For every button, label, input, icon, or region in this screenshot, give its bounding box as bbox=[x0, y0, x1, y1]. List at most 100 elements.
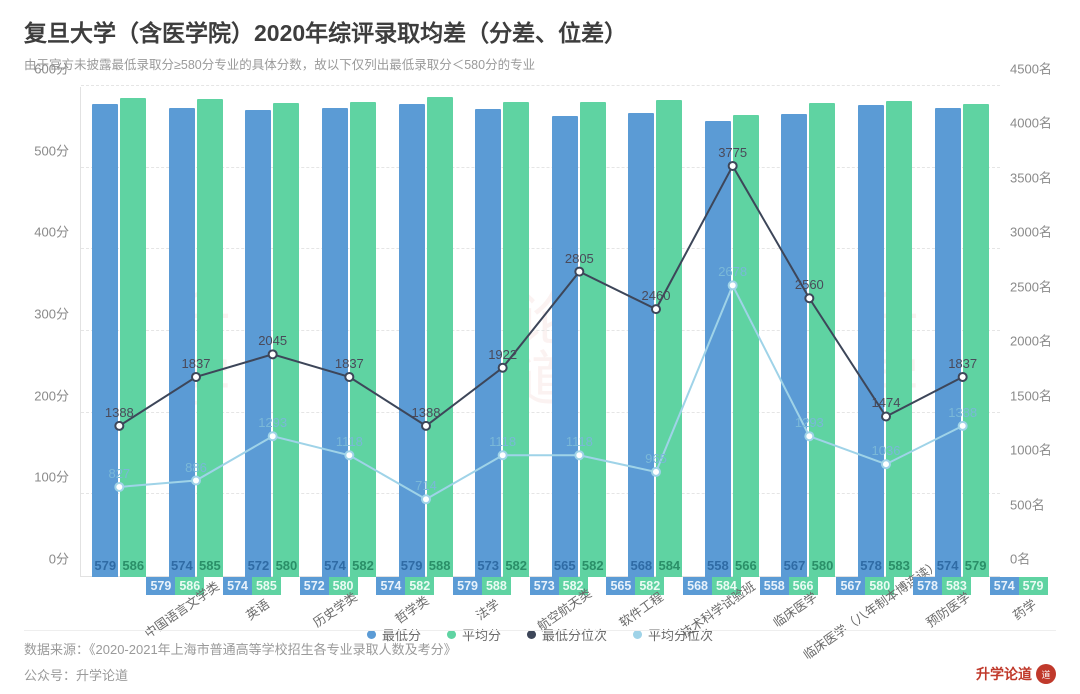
line-data-point[interactable] bbox=[805, 432, 813, 440]
line-data-point[interactable] bbox=[729, 162, 737, 170]
y-axis-left-tick: 0分 bbox=[49, 549, 69, 568]
avg-rank-label: 1118 bbox=[336, 434, 363, 449]
x-axis-label-group: 579 586 中国语言文学类 bbox=[137, 577, 214, 620]
avg-rank-label: 1293 bbox=[258, 415, 287, 430]
x-axis-min-score-badge: 573 bbox=[530, 577, 559, 595]
x-axis-label-group: 572 580 历史学类 bbox=[290, 577, 367, 620]
header: 复旦大学（含医学院）2020年综评录取均差（分差、位差） 由于官方未披露最低录取… bbox=[0, 0, 1080, 73]
chart-subtitle: 由于官方未披露最低录取分≥580分专业的具体分数，故以下仅列出最低录取分＜580… bbox=[24, 54, 1056, 73]
gridline bbox=[81, 85, 1000, 86]
line-data-point[interactable] bbox=[115, 422, 123, 430]
line-data-point[interactable] bbox=[345, 373, 353, 381]
min-rank-label: 3775 bbox=[718, 145, 747, 160]
y-axis-right: 0名 500名 1000名 1500名 2000名 2500名 3000名 3500名 4000… bbox=[1004, 87, 1056, 577]
min-rank-label: 2045 bbox=[258, 333, 287, 348]
line-data-point[interactable] bbox=[882, 412, 890, 420]
line-data-point[interactable] bbox=[652, 305, 660, 313]
y-axis-right-tick: 4000名 bbox=[1010, 113, 1052, 132]
line-data-point[interactable] bbox=[499, 364, 507, 372]
y-axis-right-tick: 1000名 bbox=[1010, 440, 1052, 459]
line-data-point[interactable] bbox=[729, 281, 737, 289]
avg-rank-label: 1118 bbox=[566, 434, 593, 449]
x-axis-category-label[interactable]: 药学 bbox=[1008, 594, 1039, 624]
x-axis-min-score-badge: 565 bbox=[606, 577, 635, 595]
x-axis-min-score-badge: 579 bbox=[453, 577, 482, 595]
x-axis-min-score-badge: 574 bbox=[223, 577, 252, 595]
min-rank-label: 2560 bbox=[795, 277, 824, 292]
y-axis-left-tick: 500分 bbox=[34, 140, 69, 159]
line-data-point[interactable] bbox=[959, 422, 967, 430]
line-data-point[interactable] bbox=[345, 451, 353, 459]
x-axis-min-score-badge: 572 bbox=[300, 577, 329, 595]
min-rank-label: 1837 bbox=[335, 356, 364, 371]
x-axis-label-group: 574 582 哲学类 bbox=[367, 577, 444, 620]
y-axis-left-tick: 100分 bbox=[34, 467, 69, 486]
line-data-point[interactable] bbox=[269, 432, 277, 440]
line-data-point[interactable] bbox=[575, 451, 583, 459]
line-data-point[interactable] bbox=[422, 422, 430, 430]
line-data-point[interactable] bbox=[499, 451, 507, 459]
y-axis-left-tick: 400分 bbox=[34, 222, 69, 241]
x-axis-label-group: 578 583 预防医学 bbox=[904, 577, 981, 620]
min-rank-label: 2460 bbox=[642, 288, 671, 303]
y-axis-left-tick: 300分 bbox=[34, 304, 69, 323]
avg-rank-label: 1118 bbox=[489, 434, 516, 449]
footer-logo-seal-icon: 道 bbox=[1036, 664, 1056, 684]
y-axis-left: 0分 100分 200分 300分 400分 500分 600分 bbox=[25, 87, 75, 577]
x-axis-category-label[interactable]: 英语 bbox=[242, 594, 273, 624]
x-axis-label-group: 567 580 临床医学（八年制本博连读） bbox=[827, 577, 904, 620]
y-axis-left-tick: 600分 bbox=[34, 59, 69, 78]
x-axis-min-score-badge: 574 bbox=[990, 577, 1019, 595]
x-axis-category-label[interactable]: 法学 bbox=[472, 594, 503, 624]
x-axis-min-score-badge: 567 bbox=[836, 577, 865, 595]
line-data-point[interactable] bbox=[805, 294, 813, 302]
footer: 数据来源：《2020-2021年上海市普通高等学校招生各专业录取人数及考分》 公… bbox=[24, 630, 1056, 684]
min-rank-label: 2805 bbox=[565, 251, 594, 266]
min-rank-label: 1388 bbox=[412, 405, 441, 420]
chart-title: 复旦大学（含医学院）2020年综评录取均差（分差、位差） bbox=[24, 14, 1056, 48]
min-rank-label: 1837 bbox=[948, 356, 977, 371]
line-data-point[interactable] bbox=[115, 483, 123, 491]
x-axis-label-group: 579 588 法学 bbox=[444, 577, 521, 620]
avg-rank-label: 886 bbox=[185, 460, 207, 475]
avg-rank-label: 1293 bbox=[795, 415, 824, 430]
x-axis-min-score-badge: 558 bbox=[760, 577, 789, 595]
footer-source: 数据来源：《2020-2021年上海市普通高等学校招生各专业录取人数及考分》 bbox=[24, 630, 1056, 658]
rank-lines bbox=[81, 87, 1001, 577]
y-axis-right-tick: 3000名 bbox=[1010, 222, 1052, 241]
x-axis-label-group: 574 585 英语 bbox=[214, 577, 291, 620]
x-axis-label-group: 565 582 软件工程 bbox=[597, 577, 674, 620]
footer-account: 公众号：升学论道 bbox=[24, 665, 128, 684]
x-axis-min-score-badge: 579 bbox=[146, 577, 175, 595]
line-data-point[interactable] bbox=[575, 268, 583, 276]
line-data-point[interactable] bbox=[652, 468, 660, 476]
x-axis-label-group: 573 582 航空航天类 bbox=[520, 577, 597, 620]
x-axis-avg-score-badge: 579 bbox=[1019, 577, 1048, 595]
line-data-point[interactable] bbox=[882, 460, 890, 468]
avg-rank-label: 1388 bbox=[948, 405, 977, 420]
y-axis-right-tick: 2500名 bbox=[1010, 276, 1052, 295]
line-data-point[interactable] bbox=[192, 477, 200, 485]
min-rank-label: 1922 bbox=[488, 347, 517, 362]
x-axis-avg-score-badge: 588 bbox=[482, 577, 511, 595]
line-data-point[interactable] bbox=[959, 373, 967, 381]
footer-logo-text: 升学论道 bbox=[976, 664, 1032, 684]
x-axis-label-group: 574 579 药学 bbox=[980, 577, 1057, 620]
y-axis-right-tick: 0名 bbox=[1010, 549, 1030, 568]
line-data-point[interactable] bbox=[269, 350, 277, 358]
line-data-point[interactable] bbox=[422, 495, 430, 503]
y-axis-right-tick: 3500名 bbox=[1010, 167, 1052, 186]
x-axis-min-score-badge: 568 bbox=[683, 577, 712, 595]
y-axis-right-tick: 500名 bbox=[1010, 494, 1045, 513]
min-rank-label: 1474 bbox=[872, 395, 901, 410]
avg-rank-label: 2678 bbox=[718, 264, 747, 279]
line-data-point[interactable] bbox=[192, 373, 200, 381]
x-axis-category-label[interactable]: 哲学类 bbox=[390, 590, 432, 627]
x-axis-min-score-badge: 574 bbox=[376, 577, 405, 595]
avg-rank-label: 827 bbox=[108, 466, 130, 481]
avg-rank-label: 1036 bbox=[872, 443, 901, 458]
min-rank-label: 1388 bbox=[105, 405, 134, 420]
chart-area: 升学 论道 升学 0分100分200分300分400分500分600分 0名50… bbox=[24, 87, 1056, 607]
avg-rank-label: 714 bbox=[415, 478, 437, 493]
y-axis-right-tick: 2000名 bbox=[1010, 331, 1052, 350]
